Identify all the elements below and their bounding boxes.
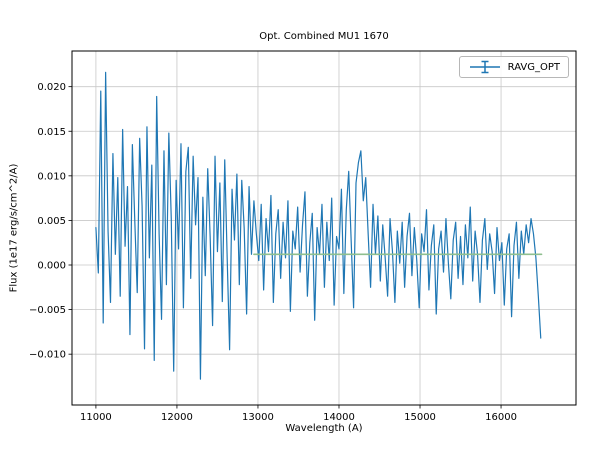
x-tick-label: 12000 [161, 412, 193, 423]
grid [72, 51, 576, 405]
y-tick-label: 0.005 [37, 216, 66, 227]
y-tick-label: 0.000 [37, 261, 66, 272]
x-tick-label: 15000 [404, 412, 436, 423]
y-tick-label: 0.020 [37, 82, 66, 93]
chart-title: Opt. Combined MU1 1670 [259, 31, 389, 42]
x-tick-label: 13000 [242, 412, 274, 423]
x-tick-label: 11000 [80, 412, 112, 423]
y-tick-label: 0.015 [37, 127, 66, 138]
errorbar-legend-icon [469, 60, 500, 74]
legend: RAVG_OPT [458, 56, 569, 78]
y-tick-label: −0.010 [29, 350, 66, 361]
y-tick-label: 0.010 [37, 171, 66, 182]
x-tick-label: 14000 [323, 412, 355, 423]
axes-frame [71, 50, 577, 406]
plot-background [72, 51, 576, 405]
y-tick-label: −0.005 [29, 305, 66, 316]
data-line [95, 71, 542, 380]
tick-marks [68, 86, 502, 409]
x-tick-label: 16000 [485, 412, 517, 423]
legend-label: RAVG_OPT [507, 61, 560, 73]
x-axis-label: Wavelength (A) [285, 423, 363, 434]
y-axis-label-text: Flux (1e17 erg/s/cm^2/A) [8, 163, 20, 293]
tick-labels: 11000 12000 13000 14000 15000 16000 −0.010 −0.0… [29, 82, 517, 423]
